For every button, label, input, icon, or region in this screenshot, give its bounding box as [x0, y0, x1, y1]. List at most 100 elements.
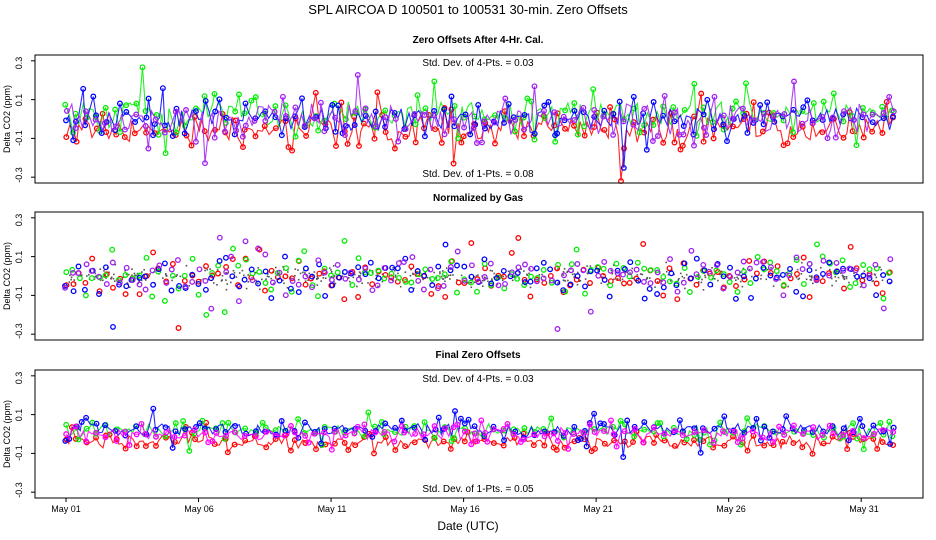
- data-point: [470, 286, 473, 289]
- data-point: [750, 425, 757, 431]
- data-point: [362, 105, 369, 112]
- data-point: [890, 429, 897, 436]
- data-point: [328, 276, 335, 283]
- data-point: [576, 283, 579, 286]
- data-point: [352, 442, 359, 449]
- data-point: [739, 280, 742, 283]
- data-point: [362, 271, 369, 278]
- data-point: [837, 276, 840, 279]
- data-point: [474, 438, 481, 445]
- data-point: [534, 274, 541, 281]
- data-point: [729, 115, 736, 122]
- y-tick-label: -0.3: [14, 167, 24, 183]
- data-point: [568, 267, 574, 274]
- data-point: [502, 280, 508, 287]
- data-point: [299, 95, 305, 102]
- data-point: [514, 269, 521, 276]
- data-point: [515, 264, 522, 271]
- data-point: [128, 273, 130, 276]
- data-point: [512, 128, 518, 135]
- data-point: [711, 267, 713, 269]
- data-point: [830, 90, 837, 97]
- data-point: [163, 429, 170, 436]
- data-point: [142, 123, 149, 129]
- data-point: [749, 428, 756, 435]
- data-point: [700, 261, 707, 268]
- data-point: [843, 278, 846, 281]
- data-point: [355, 264, 362, 271]
- data-point: [408, 286, 415, 293]
- panel-title: Normalized by Gas: [433, 193, 523, 204]
- data-point: [730, 433, 736, 440]
- data-point: [438, 139, 445, 146]
- data-point: [408, 263, 415, 270]
- data-point: [567, 279, 569, 282]
- data-point: [256, 268, 263, 275]
- data-point: [149, 293, 156, 300]
- data-point: [631, 433, 638, 440]
- data-point: [800, 104, 807, 111]
- data-point: [760, 278, 762, 280]
- data-point: [531, 431, 538, 438]
- data-point: [530, 442, 537, 449]
- data-point: [480, 282, 483, 284]
- data-point: [294, 275, 296, 277]
- data-point: [526, 273, 528, 276]
- data-point: [315, 127, 322, 134]
- data-point: [121, 134, 128, 141]
- data-point: [301, 122, 308, 129]
- data-point: [402, 133, 409, 140]
- data-point: [400, 259, 407, 265]
- data-point: [333, 143, 339, 149]
- data-point: [221, 274, 224, 277]
- data-point: [741, 268, 747, 275]
- data-point: [163, 279, 170, 286]
- data-point: [63, 134, 70, 141]
- data-point: [434, 275, 441, 281]
- data-point: [629, 272, 631, 274]
- data-point: [305, 274, 308, 277]
- data-point: [800, 273, 803, 275]
- data-point: [150, 249, 157, 256]
- data-point: [700, 138, 707, 145]
- data-point: [136, 274, 143, 281]
- data-point: [257, 282, 259, 285]
- data-point: [381, 280, 384, 283]
- data-point: [835, 280, 837, 282]
- data-point: [474, 288, 480, 295]
- data-point: [93, 429, 100, 436]
- data-point: [233, 127, 240, 134]
- data-point: [869, 119, 876, 126]
- data-point: [527, 293, 534, 300]
- data-point: [595, 272, 602, 279]
- data-point: [354, 72, 361, 78]
- data-point: [282, 102, 289, 109]
- data-point: [761, 442, 768, 449]
- data-point: [169, 261, 176, 267]
- data-point: [739, 105, 746, 112]
- data-point: [263, 444, 270, 451]
- data-point: [391, 438, 398, 445]
- data-point: [805, 278, 808, 281]
- data-point: [573, 276, 580, 283]
- data-point: [574, 437, 581, 444]
- data-point: [573, 276, 575, 279]
- y-tick-labels: 0.3 0.1 -0.1 -0.3: [14, 57, 24, 183]
- data-point: [774, 263, 781, 270]
- data-point: [746, 265, 753, 272]
- data-point: [522, 261, 528, 268]
- data-point: [704, 274, 706, 277]
- data-point: [262, 287, 268, 294]
- data-point: [793, 288, 800, 295]
- data-point: [770, 113, 777, 120]
- x-tick-label: May 11: [318, 504, 347, 514]
- data-point: [245, 287, 248, 290]
- data-point: [528, 272, 530, 275]
- data-point: [866, 266, 873, 273]
- data-point: [185, 264, 188, 267]
- data-point: [371, 450, 377, 457]
- data-point: [295, 434, 302, 441]
- data-point: [312, 89, 319, 96]
- data-point: [322, 292, 329, 299]
- data-point: [143, 114, 150, 121]
